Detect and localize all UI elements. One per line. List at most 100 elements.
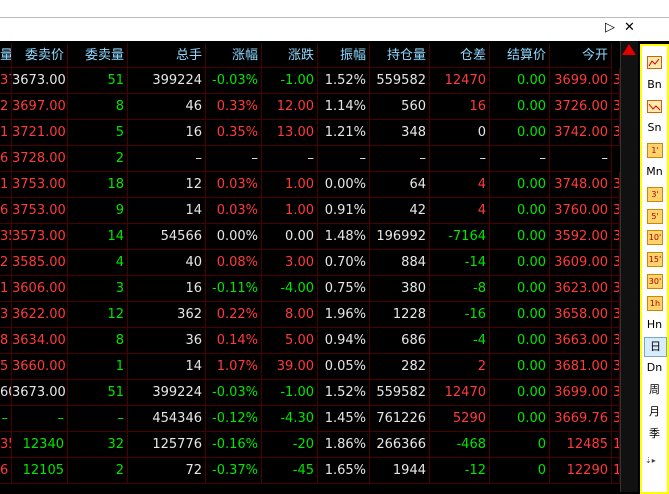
table-cell: -0.12% — [206, 406, 262, 432]
column-header: 量 — [0, 43, 12, 68]
table-cell: 1 — [612, 458, 620, 484]
table-cell: -12 — [430, 458, 490, 484]
table-cell: 1.86% — [318, 432, 370, 458]
period-button[interactable]: 季 — [649, 426, 660, 440]
table-cell: 0.91% — [318, 198, 370, 224]
table-cell: 3697.00 — [12, 94, 68, 120]
table-cell: 3 — [612, 354, 620, 380]
period-button[interactable]: 5' — [647, 208, 663, 224]
table-cell: 3748.00 — [550, 172, 612, 198]
table-cell: 362 — [128, 302, 206, 328]
table-cell: 3 — [612, 224, 620, 250]
period-button[interactable]: Mn — [646, 165, 663, 178]
period-button[interactable]: 1h — [647, 295, 663, 311]
table-cell: 5 — [68, 120, 128, 146]
chart-icon[interactable] — [647, 56, 662, 69]
table-cell: 0 — [490, 458, 550, 484]
period-button[interactable]: Hn — [646, 317, 663, 331]
table-cell: 3753.00 — [12, 198, 68, 224]
table-cell: 1 — [612, 432, 620, 458]
table-cell: 3 — [612, 406, 620, 432]
table-cell: 3 — [612, 172, 620, 198]
table-cell: 35 — [0, 432, 12, 458]
table-cell: 6 — [0, 146, 12, 172]
table-cell: 1944 — [370, 458, 430, 484]
divider — [0, 17, 669, 18]
period-button[interactable]: 1' — [647, 143, 663, 159]
table-cell: 12485 — [550, 432, 612, 458]
scrollbar[interactable] — [620, 41, 638, 492]
table-cell: 3634.00 — [12, 328, 68, 354]
table-cell: 3669.76 — [550, 406, 612, 432]
period-button[interactable]: 日 — [644, 337, 667, 358]
table-cell: 12340 — [12, 432, 68, 458]
table-cell: 3699.00 — [550, 68, 612, 94]
table-cell: 1.45% — [318, 406, 370, 432]
table-cell: 2 — [68, 458, 128, 484]
table-cell: 0.14% — [206, 328, 262, 354]
table-cell: 0.00 — [490, 406, 550, 432]
table-cell: 14 — [128, 198, 206, 224]
period-button[interactable]: 30' — [647, 274, 663, 289]
table-cell: 0.00 — [490, 172, 550, 198]
table-cell: 3 — [0, 302, 12, 328]
table-cell: 0 — [430, 120, 490, 146]
table-cell: 1.14% — [318, 94, 370, 120]
table-cell: 0.03% — [206, 172, 262, 198]
table-cell: 5 — [0, 354, 12, 380]
table-cell: 1.52% — [318, 68, 370, 94]
period-button[interactable]: 3' — [647, 186, 663, 202]
table-cell: 3742.00 — [550, 120, 612, 146]
table-cell: -4 — [430, 328, 490, 354]
table-cell: -7164 — [430, 224, 490, 250]
table-cell: 60 — [0, 380, 12, 406]
table-cell: 3585.00 — [12, 250, 68, 276]
table-cell: 3721.00 — [12, 120, 68, 146]
period-button[interactable]: Dn — [646, 361, 663, 375]
table-cell: – — [318, 146, 370, 172]
table-cell: -1.00 — [262, 380, 318, 406]
table-cell: 6 — [0, 198, 12, 224]
column-header: 振幅 — [318, 43, 370, 68]
table-cell: 1.96% — [318, 302, 370, 328]
table-cell: – — [12, 406, 68, 432]
table-cell: -14 — [430, 250, 490, 276]
close-button[interactable]: ✕ — [624, 20, 635, 35]
period-button[interactable]: 15' — [647, 252, 663, 268]
table-cell: 3673.00 — [12, 380, 68, 406]
table-cell: 14 — [128, 354, 206, 380]
table-cell: 1.00 — [262, 198, 318, 224]
table-cell: 560 — [370, 94, 430, 120]
table-cell: 348 — [370, 120, 430, 146]
table-cell: – — [0, 406, 12, 432]
toolbar-arrows[interactable]: ⇣▸ — [645, 456, 656, 465]
table-cell: -4.00 — [262, 276, 318, 302]
table-cell: 13.00 — [262, 120, 318, 146]
scroll-up[interactable] — [621, 41, 638, 59]
table-cell: 2 — [0, 250, 12, 276]
table-cell: 4 — [430, 172, 490, 198]
table-cell: 12105 — [12, 458, 68, 484]
table-cell: -0.03% — [206, 380, 262, 406]
table-cell: 1.21% — [318, 120, 370, 146]
table-cell: 37 — [0, 68, 12, 94]
table-cell: 3726.00 — [550, 94, 612, 120]
chart-icon[interactable] — [647, 100, 662, 113]
table-cell: 8 — [68, 94, 128, 120]
period-button[interactable]: 10' — [647, 230, 663, 246]
period-button[interactable]: Sn — [647, 121, 662, 135]
table-cell: 8 — [0, 328, 12, 354]
table-cell: 3 — [612, 68, 620, 94]
period-button[interactable]: Bn — [647, 77, 662, 91]
table-cell: 16 — [128, 120, 206, 146]
table-cell: – — [430, 146, 490, 172]
expand-button[interactable]: ▷ — [605, 20, 615, 35]
period-button[interactable]: 周 — [649, 383, 660, 396]
table-cell: 3658.00 — [550, 302, 612, 328]
period-button[interactable]: 月 — [649, 404, 660, 418]
table-cell: 3592.00 — [550, 224, 612, 250]
table-cell: 12 — [68, 302, 128, 328]
table-cell: 0.33% — [206, 94, 262, 120]
table-cell: 1.65% — [318, 458, 370, 484]
